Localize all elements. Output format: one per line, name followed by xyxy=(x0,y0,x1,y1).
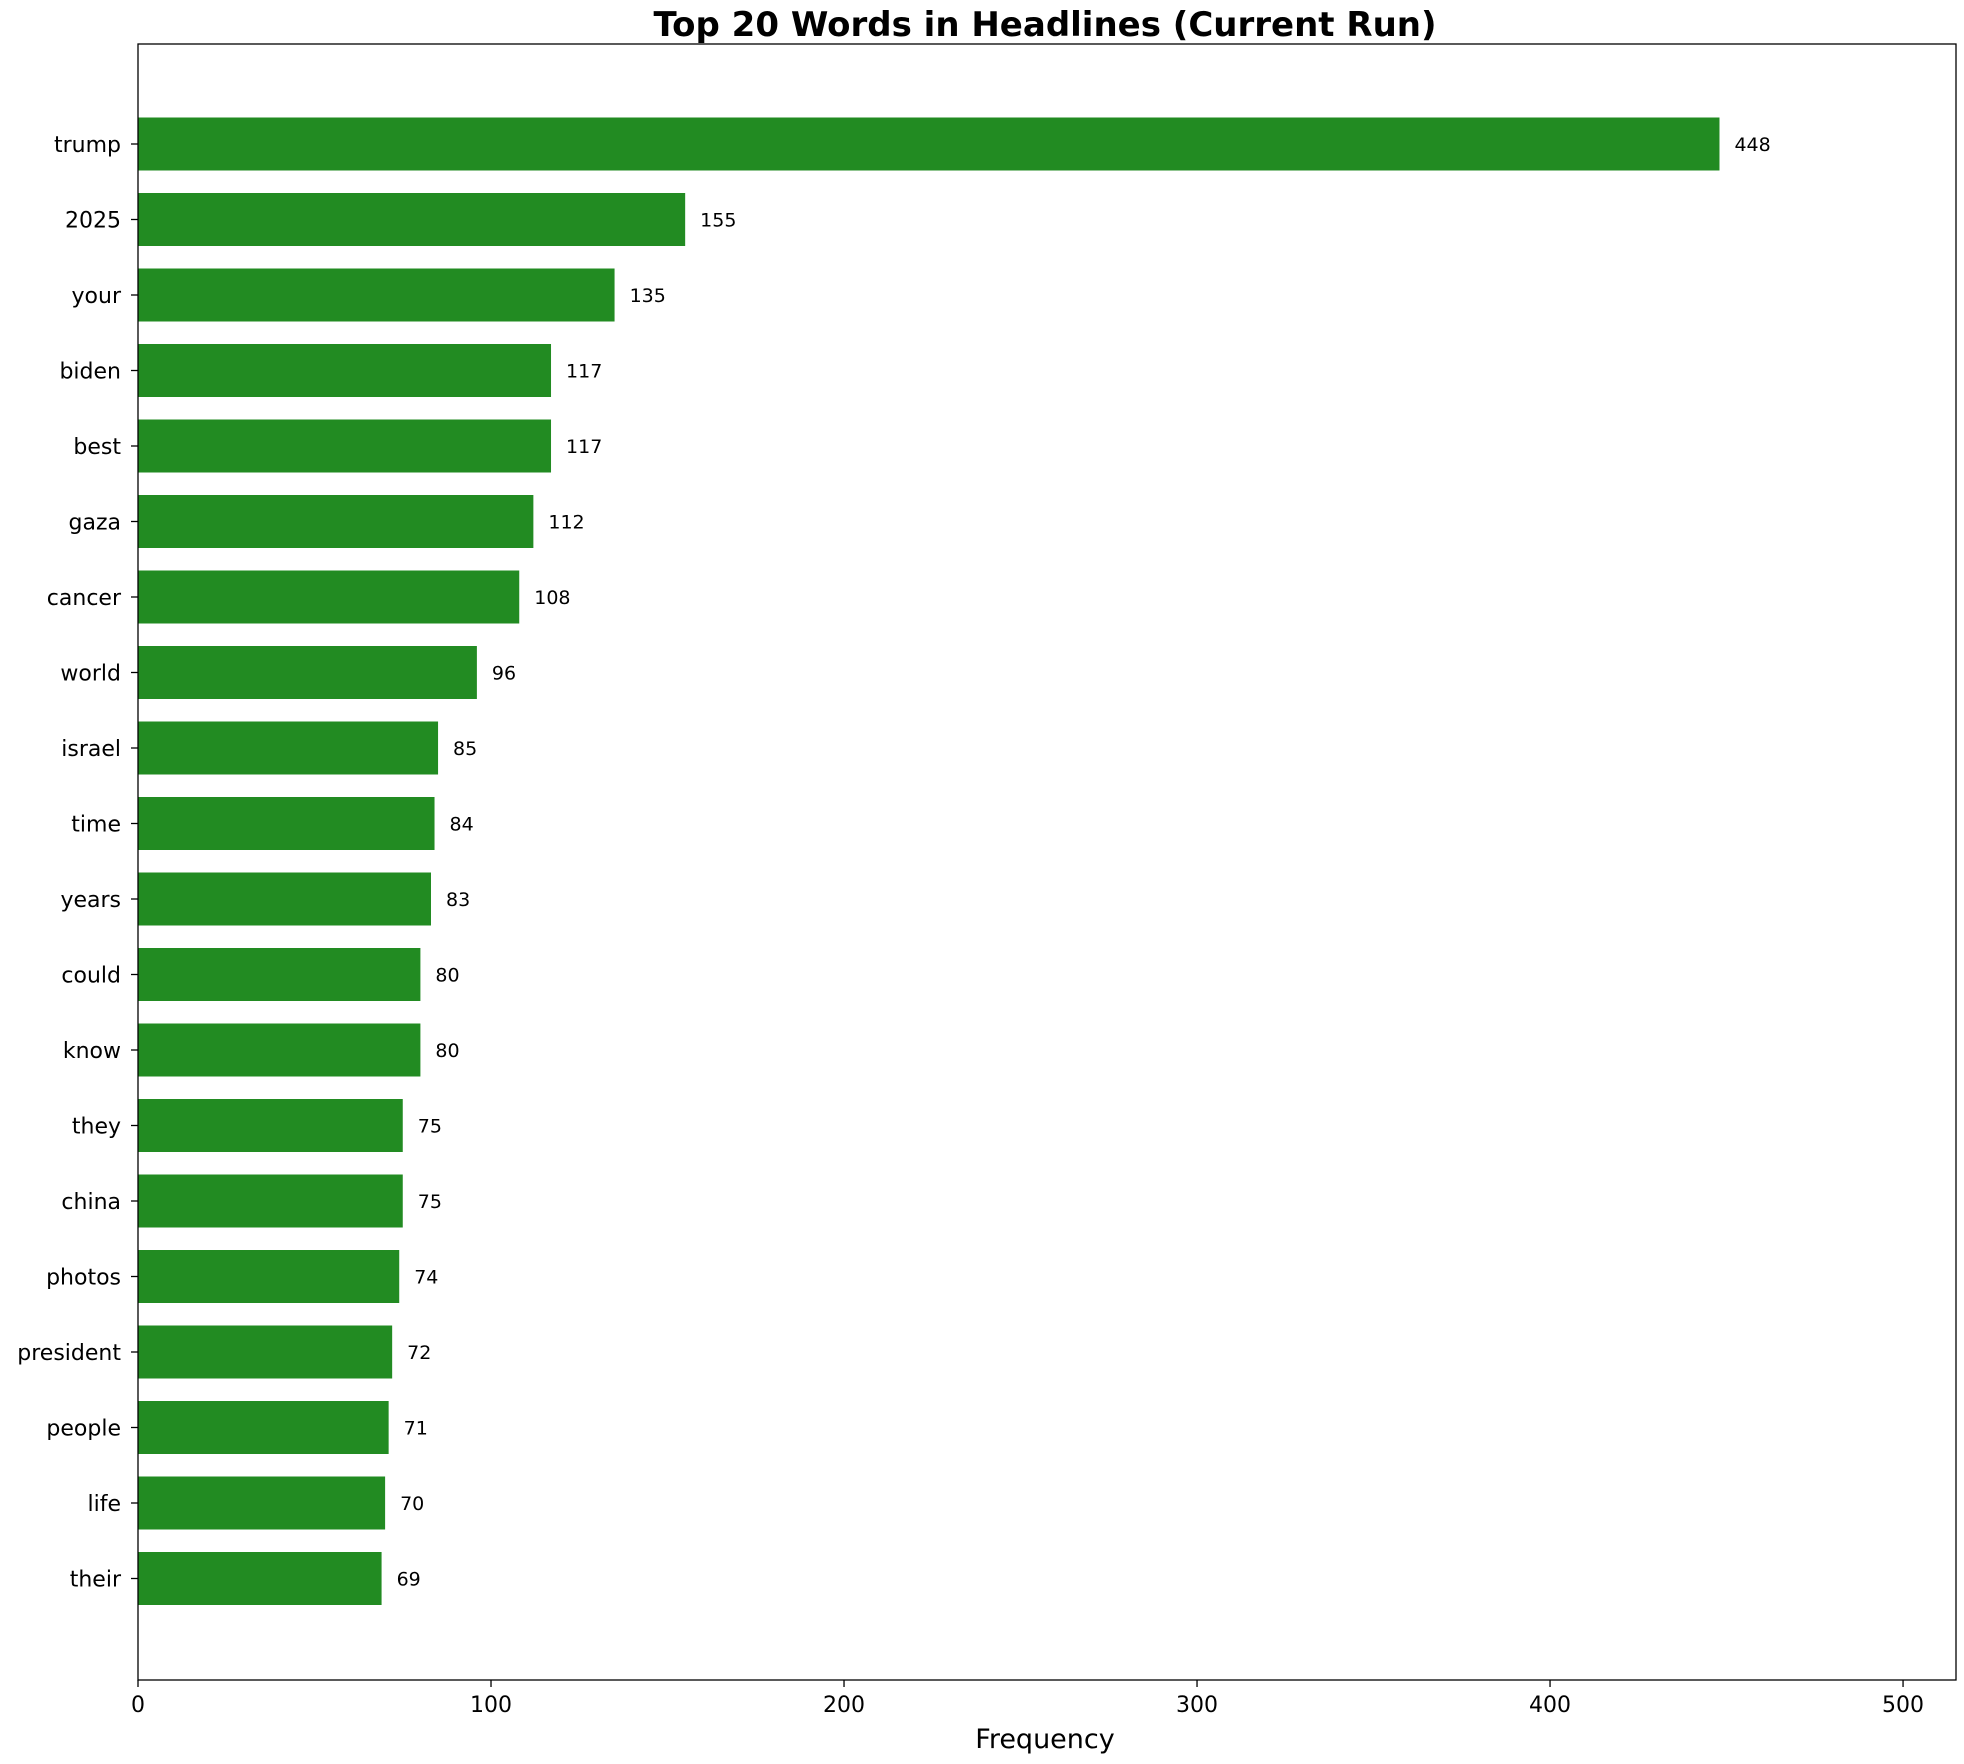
bar-israel xyxy=(138,721,439,775)
data-label-world: 96 xyxy=(492,663,516,685)
bar-time xyxy=(138,797,435,850)
y-tick-label-their: their xyxy=(70,1568,122,1593)
plot-area: 448 155 135 117 117 112 108 96 85 84 83 80 80 75 75 74 7… xyxy=(138,117,1771,1605)
y-tick-label-trump: trump xyxy=(54,133,121,158)
y-tick-label-could: could xyxy=(61,964,121,989)
bar-people xyxy=(138,1401,389,1454)
y-tick-label-gaza: gaza xyxy=(69,511,121,536)
data-label-time: 84 xyxy=(450,814,474,836)
bar-gaza xyxy=(138,495,534,548)
data-label-biden: 117 xyxy=(566,361,602,383)
bar-could xyxy=(138,948,421,1001)
bar-your xyxy=(138,268,615,322)
bar-biden xyxy=(138,344,552,397)
data-label-photos: 74 xyxy=(414,1267,438,1289)
x-tick-label: 300 xyxy=(1176,1693,1218,1718)
data-label-years: 83 xyxy=(446,889,470,911)
bar-best xyxy=(138,419,552,473)
y-tick-label-your: your xyxy=(72,284,122,309)
data-label-could: 80 xyxy=(435,965,459,987)
y-tick-label-photos: photos xyxy=(46,1266,121,1291)
bar-they xyxy=(138,1099,403,1152)
y-tick-label-know: know xyxy=(63,1039,121,1064)
data-label-israel: 85 xyxy=(453,738,477,760)
data-label-2025: 155 xyxy=(700,210,736,232)
y-tick-label-biden: biden xyxy=(59,360,121,385)
data-label-best: 117 xyxy=(566,436,602,458)
y-tick-label-cancer: cancer xyxy=(47,586,122,611)
y-tick-label-time: time xyxy=(71,813,121,838)
x-tick-label: 500 xyxy=(1882,1693,1924,1718)
y-tick-label-2025: 2025 xyxy=(65,209,121,234)
data-label-know: 80 xyxy=(435,1040,459,1062)
y-tick-label-years: years xyxy=(60,888,121,913)
data-label-china: 75 xyxy=(418,1191,442,1213)
x-axis-label: Frequency xyxy=(975,1724,1115,1755)
x-tick-label: 100 xyxy=(470,1693,512,1718)
bar-know xyxy=(138,1023,421,1077)
plot-frame xyxy=(137,43,1957,1681)
data-label-cancer: 108 xyxy=(534,587,570,609)
bar-china xyxy=(138,1174,403,1228)
y-axis: trump 2025 your biden best gaza cancer world isr… xyxy=(17,133,138,1593)
data-label-president: 72 xyxy=(407,1342,431,1364)
y-tick-label-israel: israel xyxy=(61,737,121,762)
y-tick-label-they: they xyxy=(72,1115,121,1140)
y-tick-label-china: china xyxy=(61,1190,121,1215)
bar-photos xyxy=(138,1250,400,1303)
data-label-trump: 448 xyxy=(1734,134,1770,156)
y-tick-label-best: best xyxy=(73,435,121,460)
y-tick-label-world: world xyxy=(60,662,121,687)
y-tick-label-people: people xyxy=(46,1417,121,1442)
x-tick-label: 0 xyxy=(131,1693,145,1718)
x-axis: 0 100 200 300 400 500 xyxy=(131,1680,1924,1718)
x-tick-label: 400 xyxy=(1529,1693,1571,1718)
bar-years xyxy=(138,872,431,926)
data-label-they: 75 xyxy=(418,1116,442,1138)
data-label-your: 135 xyxy=(630,285,666,307)
data-label-life: 70 xyxy=(400,1493,424,1515)
bar-world xyxy=(138,646,477,699)
bar-president xyxy=(138,1325,393,1379)
data-label-people: 71 xyxy=(404,1418,428,1440)
bar-2025 xyxy=(138,193,686,246)
bar-cancer xyxy=(138,570,520,624)
data-label-their: 69 xyxy=(397,1569,421,1591)
x-tick-label: 200 xyxy=(823,1693,865,1718)
chart-title: Top 20 Words in Headlines (Current Run) xyxy=(653,5,1436,45)
bar-trump xyxy=(138,117,1720,171)
data-label-gaza: 112 xyxy=(548,512,584,534)
bar-their xyxy=(138,1552,382,1605)
y-tick-label-president: president xyxy=(17,1341,121,1366)
bar-life xyxy=(138,1476,386,1530)
y-tick-label-life: life xyxy=(87,1492,121,1517)
